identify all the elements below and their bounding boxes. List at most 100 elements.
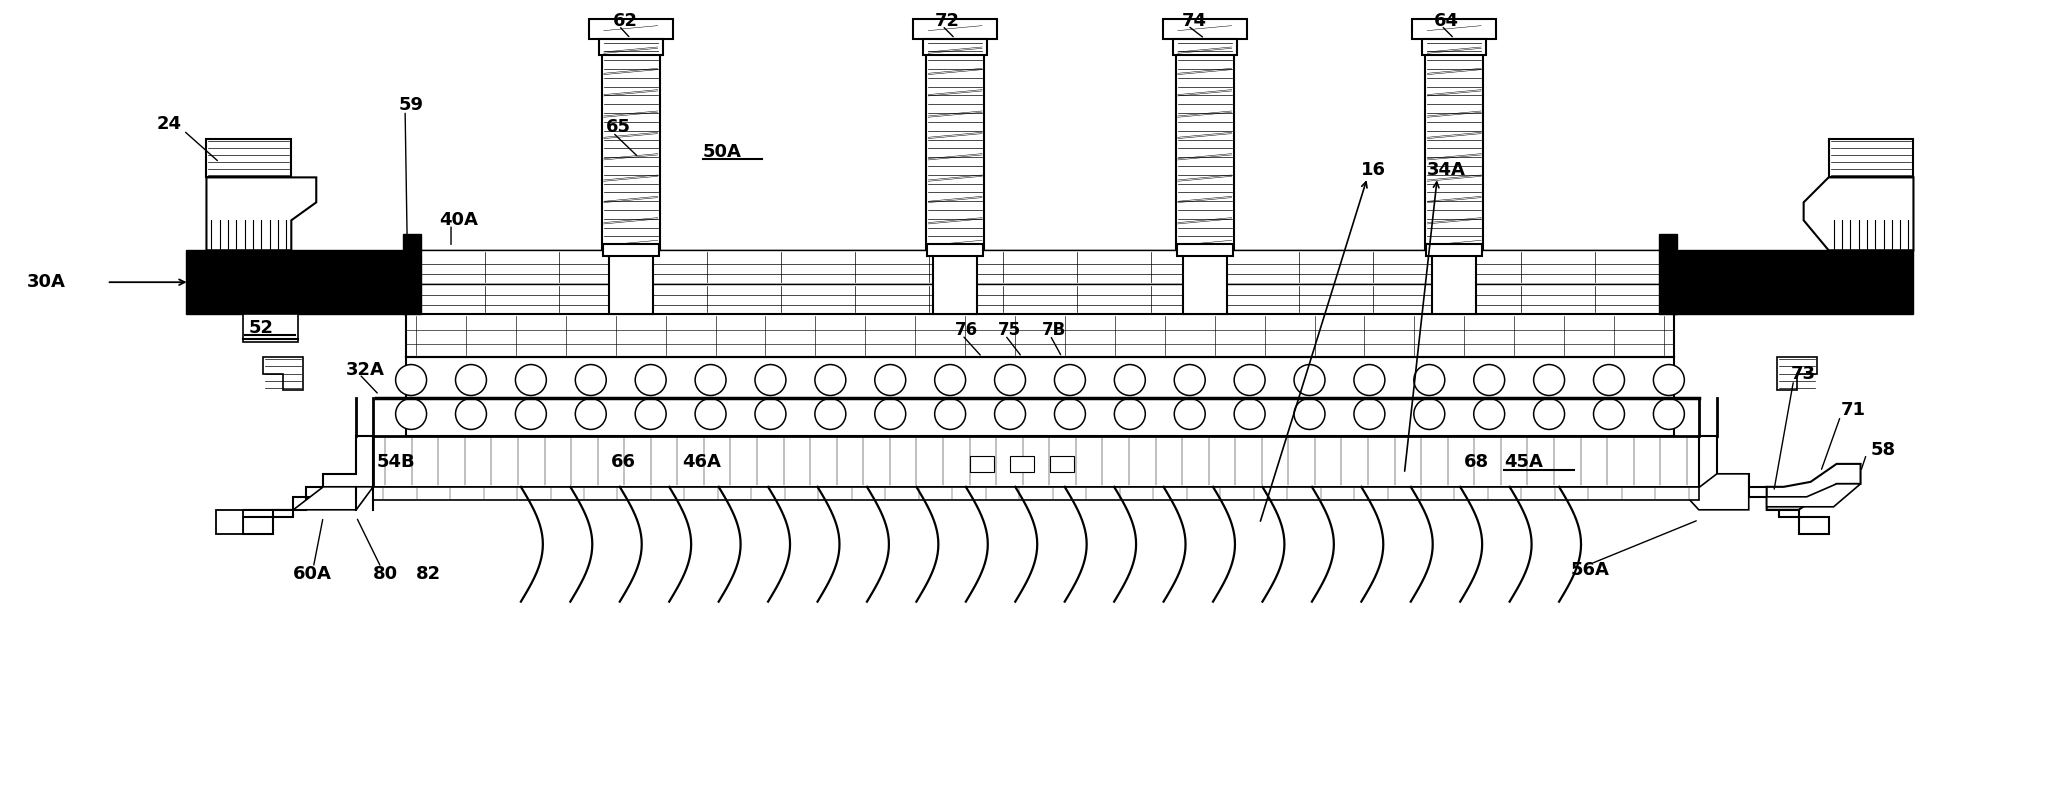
Circle shape bbox=[514, 398, 545, 429]
Circle shape bbox=[574, 364, 605, 395]
Circle shape bbox=[1293, 398, 1324, 429]
Circle shape bbox=[455, 398, 486, 429]
Circle shape bbox=[1353, 398, 1384, 429]
Bar bbox=[926, 39, 983, 250]
Bar bbox=[244, 314, 298, 342]
Bar bbox=[1178, 244, 1233, 257]
Bar bbox=[186, 250, 1913, 314]
Text: 66: 66 bbox=[612, 453, 636, 471]
Polygon shape bbox=[1766, 484, 1861, 507]
Circle shape bbox=[1593, 364, 1624, 395]
Polygon shape bbox=[244, 487, 374, 510]
Text: 32A: 32A bbox=[347, 361, 384, 379]
Text: 64: 64 bbox=[1434, 12, 1459, 29]
Circle shape bbox=[1293, 364, 1324, 395]
Bar bbox=[407, 314, 1673, 357]
Text: 68: 68 bbox=[1465, 453, 1490, 471]
Bar bbox=[934, 250, 977, 314]
Text: 72: 72 bbox=[936, 12, 961, 29]
Polygon shape bbox=[244, 436, 374, 534]
Circle shape bbox=[1233, 364, 1264, 395]
Bar bbox=[1176, 39, 1233, 250]
Circle shape bbox=[934, 364, 965, 395]
Circle shape bbox=[634, 398, 665, 429]
Text: 7B: 7B bbox=[1041, 321, 1066, 339]
Bar bbox=[1432, 250, 1477, 314]
Polygon shape bbox=[1698, 436, 1828, 534]
Circle shape bbox=[934, 398, 965, 429]
Circle shape bbox=[874, 398, 905, 429]
Bar bbox=[1413, 19, 1496, 39]
Circle shape bbox=[1114, 398, 1145, 429]
Polygon shape bbox=[262, 357, 304, 390]
Circle shape bbox=[1353, 364, 1384, 395]
Bar bbox=[928, 244, 983, 257]
Text: 62: 62 bbox=[614, 12, 638, 29]
Text: 56A: 56A bbox=[1570, 561, 1609, 579]
Text: 54B: 54B bbox=[376, 453, 415, 471]
Text: 74: 74 bbox=[1182, 12, 1207, 29]
Bar bbox=[601, 39, 659, 250]
Bar bbox=[599, 39, 663, 55]
Bar bbox=[1659, 234, 1678, 314]
Text: 65: 65 bbox=[605, 119, 630, 136]
Text: 60A: 60A bbox=[293, 565, 333, 583]
Bar bbox=[589, 19, 674, 39]
Bar bbox=[609, 250, 653, 314]
Circle shape bbox=[455, 364, 486, 395]
Text: 52: 52 bbox=[248, 319, 273, 337]
Text: 16: 16 bbox=[1361, 162, 1386, 180]
Text: 34A: 34A bbox=[1428, 162, 1467, 180]
Circle shape bbox=[1054, 398, 1085, 429]
Circle shape bbox=[395, 398, 426, 429]
Text: 76: 76 bbox=[954, 321, 979, 339]
Circle shape bbox=[574, 398, 605, 429]
Circle shape bbox=[754, 364, 785, 395]
Bar bbox=[374, 436, 1698, 487]
Bar bbox=[1426, 244, 1481, 257]
Polygon shape bbox=[1804, 177, 1913, 250]
Circle shape bbox=[1413, 398, 1444, 429]
Text: 46A: 46A bbox=[682, 453, 721, 471]
Circle shape bbox=[754, 398, 785, 429]
Circle shape bbox=[634, 364, 665, 395]
Circle shape bbox=[1653, 364, 1684, 395]
Text: 30A: 30A bbox=[27, 273, 66, 291]
Polygon shape bbox=[207, 177, 316, 250]
Bar bbox=[1163, 19, 1246, 39]
Bar bbox=[1828, 139, 1913, 177]
Circle shape bbox=[694, 398, 725, 429]
Circle shape bbox=[1533, 364, 1564, 395]
Bar bbox=[1421, 39, 1485, 55]
Polygon shape bbox=[217, 510, 244, 534]
Text: 50A: 50A bbox=[702, 143, 742, 162]
Circle shape bbox=[1233, 398, 1264, 429]
Bar bbox=[1050, 456, 1074, 472]
Circle shape bbox=[1413, 364, 1444, 395]
Polygon shape bbox=[1686, 474, 1748, 510]
Polygon shape bbox=[1766, 464, 1861, 510]
Bar bbox=[924, 39, 988, 55]
Text: 24: 24 bbox=[157, 116, 182, 134]
Bar bbox=[913, 19, 998, 39]
Circle shape bbox=[1114, 364, 1145, 395]
Circle shape bbox=[1653, 398, 1684, 429]
Bar bbox=[971, 456, 994, 472]
Bar bbox=[407, 284, 1673, 314]
Bar bbox=[1173, 39, 1238, 55]
Text: 40A: 40A bbox=[440, 211, 477, 230]
Circle shape bbox=[1173, 364, 1204, 395]
Bar bbox=[1182, 250, 1227, 314]
Bar bbox=[207, 139, 291, 177]
Polygon shape bbox=[1777, 357, 1816, 390]
Circle shape bbox=[1593, 398, 1624, 429]
Text: 82: 82 bbox=[415, 565, 442, 583]
Bar bbox=[374, 487, 1698, 500]
Circle shape bbox=[814, 398, 845, 429]
Circle shape bbox=[994, 398, 1025, 429]
Circle shape bbox=[1173, 398, 1204, 429]
Circle shape bbox=[874, 364, 905, 395]
Text: 58: 58 bbox=[1870, 441, 1897, 459]
Circle shape bbox=[1473, 364, 1504, 395]
Circle shape bbox=[1054, 364, 1085, 395]
